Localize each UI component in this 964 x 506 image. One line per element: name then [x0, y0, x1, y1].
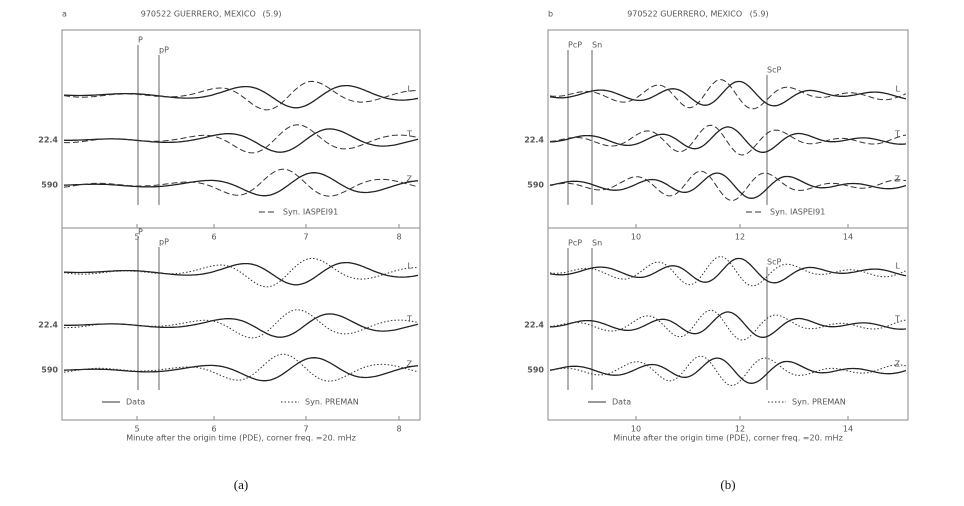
panel-title: 970522 GUERRERO, MEXICO	[627, 10, 742, 19]
tick-label: 10	[631, 233, 641, 242]
data-trace	[549, 311, 907, 338]
component-label: L	[408, 85, 413, 94]
legend-label: Syn. IASPEI91	[283, 208, 338, 217]
legend-label: Data	[612, 398, 631, 407]
data-trace	[64, 261, 419, 286]
tick-label: 10	[631, 425, 641, 434]
synthetic-trace	[549, 355, 907, 387]
synthetic-trace	[549, 309, 907, 341]
component-label: T	[894, 130, 900, 139]
synthetic-trace	[549, 124, 907, 156]
panel-letter: b	[548, 10, 553, 19]
distance-label: 22.4	[38, 136, 58, 145]
synthetic-trace	[64, 124, 419, 154]
x-axis-label: Minute after the origin time (PDE), corn…	[126, 434, 356, 443]
phase-label: ScP	[767, 258, 781, 267]
distance-label: 22.4	[524, 321, 544, 330]
phase-label: PcP	[568, 239, 582, 248]
data-trace	[549, 172, 907, 199]
frame	[61, 29, 421, 421]
phase-label: PcP	[568, 41, 582, 50]
tick-label: 7	[303, 425, 308, 434]
tick-label: 5	[134, 425, 139, 434]
component-label: Z	[407, 360, 413, 369]
component-label: L	[408, 262, 413, 271]
tick-label: 12	[735, 233, 745, 242]
legend-label: Syn. IASPEI91	[770, 208, 825, 217]
synthetic-trace	[63, 80, 418, 111]
panel: b 970522 GUERRERO, MEXICO (5.9) 10 10 12 12 14 1…	[524, 10, 909, 492]
data-trace	[63, 357, 419, 382]
synthetic-trace	[549, 256, 907, 287]
tick-label: 5	[134, 233, 139, 242]
phase-label: pP	[159, 46, 169, 55]
phase-label: pP	[159, 238, 169, 247]
caption: (a)	[234, 477, 248, 492]
component-label: T	[894, 315, 900, 324]
x-axis-label: Minute after the origin time (PDE), corn…	[613, 434, 843, 443]
tick-label: 6	[211, 233, 216, 242]
magnitude: (5.9)	[750, 10, 769, 19]
component-label: Z	[407, 175, 413, 184]
component-label: Z	[895, 175, 901, 184]
tick-label: 12	[735, 425, 745, 434]
distance-label: 22.4	[38, 321, 58, 330]
tick-label: 14	[843, 425, 853, 434]
data-trace	[64, 84, 419, 109]
distance-label: 590	[41, 366, 58, 375]
data-trace	[549, 357, 907, 384]
synthetic-trace	[549, 170, 907, 202]
synthetic-trace	[63, 353, 419, 382]
tick-label: 14	[843, 233, 853, 242]
tick-label: 7	[303, 233, 308, 242]
synthetic-trace	[64, 309, 419, 339]
component-label: T	[406, 130, 412, 139]
tick-label: 8	[396, 425, 401, 434]
legend-label: Syn. PREMAN	[305, 398, 359, 407]
phase-label: P	[138, 228, 143, 237]
caption: (b)	[720, 477, 735, 492]
distance-label: 590	[527, 181, 544, 190]
panel-letter: a	[62, 10, 67, 19]
distance-label: 590	[527, 366, 544, 375]
panel-title: 970522 GUERRERO, MEXICO	[141, 10, 256, 19]
phase-label: P	[138, 36, 143, 45]
data-trace	[64, 128, 419, 153]
component-label: L	[896, 262, 901, 271]
component-label: T	[406, 315, 412, 324]
synthetic-trace	[549, 79, 907, 110]
synthetic-trace	[63, 257, 418, 288]
tick-label: 6	[211, 425, 216, 434]
component-label: L	[896, 85, 901, 94]
phase-label: Sn	[592, 239, 602, 248]
distance-label: 22.4	[524, 136, 544, 145]
distance-label: 590	[41, 181, 58, 190]
data-trace	[549, 257, 907, 284]
data-trace	[63, 172, 419, 197]
legend-label: Data	[126, 398, 145, 407]
component-label: Z	[895, 360, 901, 369]
panel: a 970522 GUERRERO, MEXICO (5.9) 5 5 6 6 7 7 8 8 Min…	[38, 10, 421, 492]
data-trace	[64, 313, 419, 338]
frame	[547, 29, 909, 421]
data-trace	[549, 126, 907, 153]
tick-label: 8	[396, 233, 401, 242]
phase-label: ScP	[767, 66, 781, 75]
phase-label: Sn	[592, 41, 602, 50]
data-trace	[549, 80, 907, 107]
legend-label: Syn. PREMAN	[792, 398, 846, 407]
magnitude: (5.9)	[262, 10, 281, 19]
synthetic-trace	[63, 168, 419, 197]
